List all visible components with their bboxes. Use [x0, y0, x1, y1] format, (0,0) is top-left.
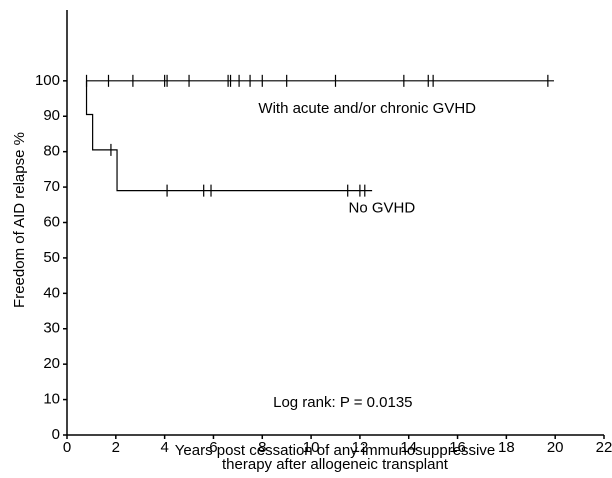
y-tick-label: 0	[52, 426, 60, 443]
y-axis-label: Freedom of AID relapse %	[11, 132, 28, 308]
series-label: No GVHD	[349, 199, 416, 216]
x-tick-label: 4	[160, 439, 168, 456]
series-label: With acute and/or chronic GVHD	[258, 100, 476, 117]
x-tick-label: 0	[63, 439, 71, 456]
x-tick-label: 12	[352, 439, 369, 456]
y-tick-label: 20	[43, 355, 60, 372]
y-tick-label: 40	[43, 284, 60, 301]
y-tick-label: 60	[43, 213, 60, 230]
x-tick-label: 6	[209, 439, 217, 456]
x-tick-label: 2	[112, 439, 120, 456]
y-tick-label: 100	[35, 72, 60, 89]
x-tick-label: 18	[498, 439, 515, 456]
x-tick-label: 20	[547, 439, 564, 456]
y-tick-label: 90	[43, 107, 60, 124]
x-tick-label: 8	[258, 439, 266, 456]
y-tick-label: 50	[43, 249, 60, 266]
y-tick-label: 70	[43, 178, 60, 195]
y-tick-label: 30	[43, 320, 60, 337]
y-tick-label: 10	[43, 391, 60, 408]
x-tick-label: 16	[449, 439, 466, 456]
y-tick-label: 80	[43, 143, 60, 160]
x-tick-label: 14	[400, 439, 417, 456]
annotation: Log rank: P = 0.0135	[273, 394, 412, 411]
x-tick-label: 22	[596, 439, 612, 456]
x-axis-label: Years post cessation of any immunosuppre…	[175, 442, 495, 459]
x-axis-label: therapy after allogeneic transplant	[222, 456, 449, 473]
survival-curve	[85, 80, 373, 192]
x-tick-label: 10	[303, 439, 320, 456]
